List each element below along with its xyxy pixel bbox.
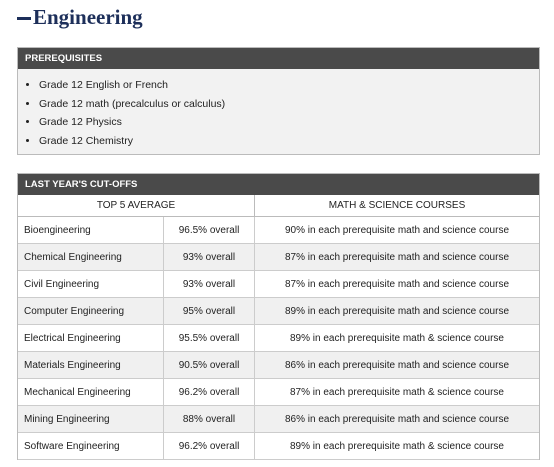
table-cell: Civil Engineering xyxy=(18,270,164,298)
table-row: Mechanical Engineering 96.2% overall 87% i… xyxy=(18,378,539,406)
prerequisite-item: Grade 12 Physics xyxy=(39,113,539,132)
prerequisite-item: Grade 12 math (precalculus or calculus) xyxy=(39,95,539,114)
table-cell: 90.5% overall xyxy=(163,351,255,379)
page-title: Engineering xyxy=(33,4,143,29)
table-row: Chemical Engineering 93% overall 87% in ea… xyxy=(18,243,539,271)
table-cell: Materials Engineering xyxy=(18,351,164,379)
cutoffs-box: LAST YEAR'S CUT-OFFS TOP 5 AVERAGE MATH … xyxy=(17,173,540,460)
table-row: Electrical Engineering 95.5% overall 89% i… xyxy=(18,324,539,352)
column-header: MATH & SCIENCE COURSES xyxy=(254,195,539,217)
header-row: TOP 5 AVERAGE MATH & SCIENCE COURSES xyxy=(18,195,539,217)
table-cell: 87% in each prerequisite math and scienc… xyxy=(254,270,539,298)
table-cell: Bioengineering xyxy=(18,216,164,244)
table-row: Bioengineering 96.5% overall 90% in each p… xyxy=(18,216,539,244)
table-row: Computer Engineering 95% overall 89% in ea… xyxy=(18,297,539,325)
title-dash xyxy=(17,16,31,20)
table-cell: 96.2% overall xyxy=(163,378,255,406)
table-row: Software Engineering 96.2% overall 89% in … xyxy=(18,432,539,460)
table-cell: Computer Engineering xyxy=(18,297,164,325)
table-cell: Chemical Engineering xyxy=(18,243,164,271)
table-cell: 89% in each prerequisite math & science … xyxy=(254,432,539,460)
column-header: TOP 5 AVERAGE xyxy=(18,195,255,217)
prerequisite-item: Grade 12 Chemistry xyxy=(39,132,539,151)
table-row: Mining Engineering 88% overall 86% in each… xyxy=(18,405,539,433)
prerequisite-list: Grade 12 English or FrenchGrade 12 math … xyxy=(18,69,539,150)
table-cell: 93% overall xyxy=(163,270,255,298)
table-row: Civil Engineering 93% overall 87% in each … xyxy=(18,270,539,298)
table-cell: Software Engineering xyxy=(18,432,164,460)
table-cell: 95.5% overall xyxy=(163,324,255,352)
table-cell: Mechanical Engineering xyxy=(18,378,164,406)
table-row: Materials Engineering 90.5% overall 86% in… xyxy=(18,351,539,379)
table-cell: 89% in each prerequisite math and scienc… xyxy=(254,297,539,325)
table-cell: 87% in each prerequisite math and scienc… xyxy=(254,243,539,271)
table-cell: 89% in each prerequisite math & science … xyxy=(254,324,539,352)
box-heading: LAST YEAR'S CUT-OFFS xyxy=(18,174,539,195)
table-cell: 93% overall xyxy=(163,243,255,271)
table-cell: Mining Engineering xyxy=(18,405,164,433)
table-cell: 87% in each prerequisite math & science … xyxy=(254,378,539,406)
box-heading: PREREQUISITES xyxy=(18,48,539,69)
cutoffs-table: TOP 5 AVERAGE MATH & SCIENCE COURSES Bio… xyxy=(18,195,539,460)
table-cell: 86% in each prerequisite math and scienc… xyxy=(254,351,539,379)
prerequisites-box: PREREQUISITES Grade 12 English or French… xyxy=(17,47,540,155)
table-cell: 96.5% overall xyxy=(163,216,255,244)
table-cell: 86% in each prerequisite math and scienc… xyxy=(254,405,539,433)
table-cell: 90% in each prerequisite math and scienc… xyxy=(254,216,539,244)
table-cell: Electrical Engineering xyxy=(18,324,164,352)
table-cell: 88% overall xyxy=(163,405,255,433)
table-cell: 95% overall xyxy=(163,297,255,325)
title-row: Engineering xyxy=(17,4,143,30)
prerequisite-item: Grade 12 English or French xyxy=(39,76,539,95)
table-cell: 96.2% overall xyxy=(163,432,255,460)
